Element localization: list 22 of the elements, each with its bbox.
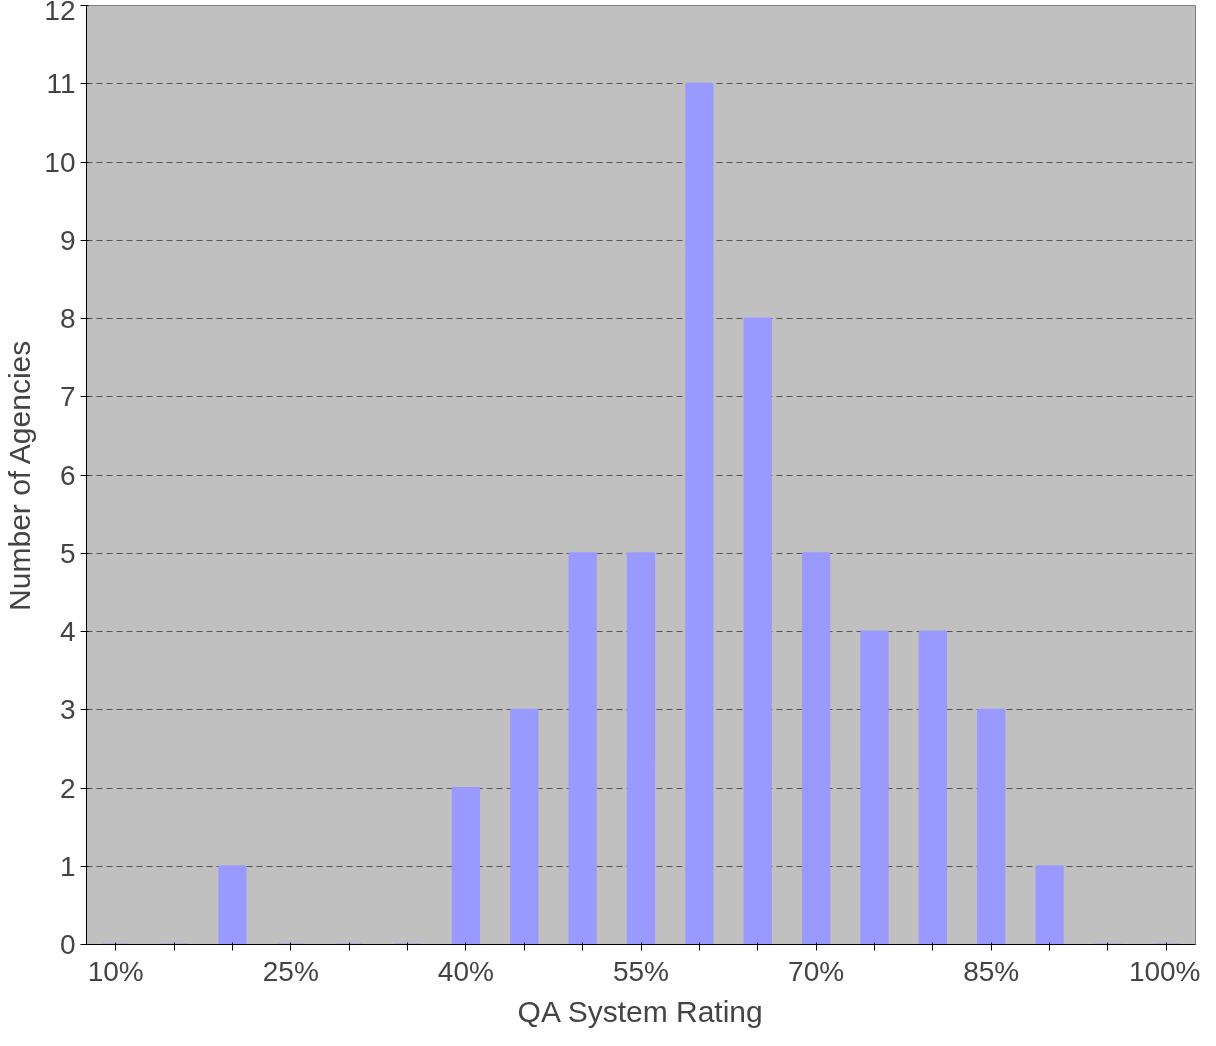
x-tick-label: 55% xyxy=(612,955,670,987)
x-axis-title: QA System Rating xyxy=(517,994,763,1028)
y-tick-label: 1 xyxy=(59,850,76,882)
x-tick-label: 70% xyxy=(788,955,845,987)
y-tick-label: 5 xyxy=(59,537,76,569)
x-tick-label: 40% xyxy=(437,955,494,987)
x-tick-label: 10% xyxy=(87,955,144,987)
y-axis-title: Number of Agencies xyxy=(3,340,37,611)
y-tick-label: 4 xyxy=(59,616,76,647)
y-tick-label: 2 xyxy=(59,772,76,804)
y-tick-label: 10 xyxy=(44,146,76,178)
x-tick-label: 85% xyxy=(963,955,1020,987)
y-tick-label: 7 xyxy=(59,381,76,413)
y-tick-label: 6 xyxy=(59,459,76,491)
y-tick-label: 0 xyxy=(59,929,76,960)
y-tick-label: 12 xyxy=(44,0,76,26)
y-tick-label: 11 xyxy=(46,68,76,100)
y-tick-label: 3 xyxy=(59,694,76,726)
y-tick-label: 9 xyxy=(59,224,76,256)
x-tick-label: 25% xyxy=(262,955,319,987)
y-tick-label: 8 xyxy=(59,303,76,334)
x-tick-label: 100% xyxy=(1128,955,1201,987)
